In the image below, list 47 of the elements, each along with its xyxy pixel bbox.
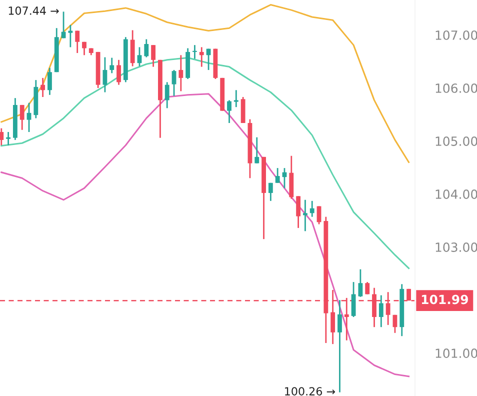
candlestick (82, 41, 86, 56)
candlestick (40, 77, 46, 98)
y-tick-label: 103.00 (436, 242, 477, 252)
candlestick (75, 30, 80, 54)
candlestick (192, 44, 197, 60)
y-tick-label: 105.00 (436, 136, 477, 146)
candlestick (227, 100, 232, 124)
y-tick-label: 107.00 (436, 30, 477, 40)
candlestick (296, 195, 301, 229)
candlestick (254, 136, 260, 164)
y-tick-label: 104.00 (436, 189, 477, 199)
candlestick (102, 56, 108, 93)
candlestick (310, 200, 314, 218)
candlestick (302, 199, 308, 232)
candlestick (358, 268, 363, 298)
line-series (0, 57, 410, 270)
candlestick (110, 57, 114, 74)
candlestick (234, 89, 238, 108)
candlestick (48, 67, 52, 96)
candlestick (151, 44, 156, 68)
candlestick (378, 294, 384, 328)
candlestick (275, 167, 280, 184)
candlestick (338, 299, 342, 393)
candlestick (268, 182, 273, 202)
candlestick (130, 30, 135, 67)
candlestick (137, 46, 142, 67)
candlestick (351, 281, 356, 318)
candlestick (144, 38, 149, 58)
candlestick (0, 128, 4, 146)
candlestick (68, 24, 73, 48)
candlestick (178, 54, 184, 92)
candlestick (20, 104, 24, 131)
candlestick (316, 206, 322, 225)
candlestick (172, 69, 176, 97)
candlestick (164, 81, 170, 109)
ref-line-label: 101.99 (422, 294, 468, 304)
candlestick (26, 102, 32, 133)
candlestick (116, 59, 121, 86)
y-tick-label: 101.00 (436, 348, 477, 358)
annotation: 100.26 → (285, 387, 336, 396)
line-series (0, 4, 410, 163)
candlestick (365, 281, 370, 295)
candlestick (240, 96, 246, 124)
candlestick (199, 46, 204, 68)
annotation: 107.44 → (8, 6, 59, 15)
candlestick (6, 131, 10, 146)
y-tick-label: 106.00 (436, 83, 477, 93)
